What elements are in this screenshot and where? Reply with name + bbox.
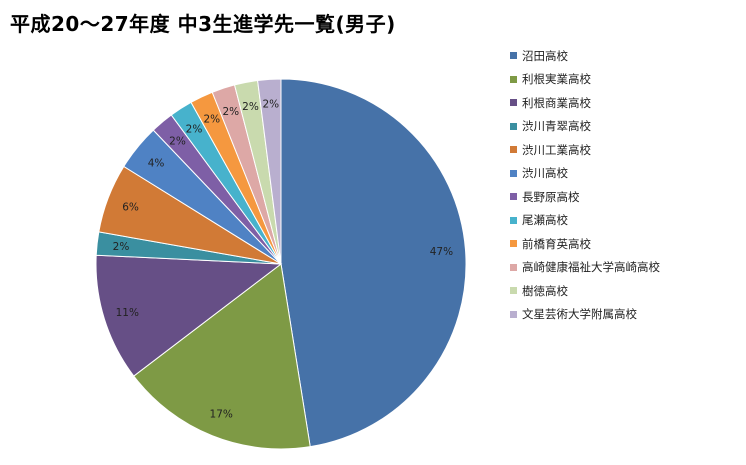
pie-slice-label-9: 2%	[222, 106, 239, 118]
legend-item-5: 渋川高校	[510, 162, 660, 186]
legend-label-4: 渋川工業高校	[522, 142, 591, 157]
pie-slice-label-5: 4%	[148, 158, 165, 170]
legend-swatch-2	[510, 99, 517, 107]
pie-slice-label-8: 2%	[203, 114, 220, 126]
legend-label-7: 尾瀬高校	[522, 213, 568, 228]
legend-swatch-9	[510, 263, 517, 271]
legend-item-11: 文星芸術大学附属高校	[510, 303, 660, 327]
pie-slice-1	[133, 263, 311, 450]
legend-swatch-8	[510, 240, 517, 248]
legend-item-7: 尾瀬高校	[510, 209, 660, 233]
legend-swatch-1	[510, 75, 517, 83]
legend-label-10: 樹徳高校	[522, 283, 568, 298]
legend-item-2: 利根商業高校	[510, 91, 660, 115]
legend-swatch-5	[510, 169, 517, 177]
legend-swatch-7	[510, 216, 517, 224]
legend-label-6: 長野原高校	[522, 189, 580, 204]
legend-item-10: 樹徳高校	[510, 279, 660, 303]
pie-slice-label-7: 2%	[186, 124, 203, 136]
pie-slice-0	[280, 78, 467, 448]
pie-slice-11	[257, 78, 282, 265]
legend-item-9: 高崎健康福祉大学高崎高校	[510, 256, 660, 280]
legend-item-4: 渋川工業高校	[510, 138, 660, 162]
legend-swatch-3	[510, 122, 517, 130]
legend-label-8: 前橋育英高校	[522, 236, 591, 251]
pie-slice-label-1: 17%	[210, 408, 233, 420]
legend-label-1: 利根実業高校	[522, 72, 591, 87]
legend-swatch-6	[510, 193, 517, 201]
pie-slice-label-0: 47%	[430, 246, 453, 258]
legend-label-0: 沼田高校	[522, 48, 568, 63]
chart-title: 平成20〜27年度 中3生進学先一覧(男子)	[10, 12, 396, 36]
legend-item-8: 前橋育英高校	[510, 232, 660, 256]
legend-item-1: 利根実業高校	[510, 68, 660, 92]
legend-label-2: 利根商業高校	[522, 95, 591, 110]
legend-item-6: 長野原高校	[510, 185, 660, 209]
legend-swatch-4	[510, 146, 517, 154]
chart-legend: 沼田高校利根実業高校 利根商業高校 渋川青翠高校 渋川工業高校 渋川高校長野原高校尾瀬高…	[510, 44, 660, 326]
legend-swatch-0	[510, 52, 517, 60]
pie-slice-label-10: 2%	[242, 101, 259, 113]
pie-slice-label-2: 11%	[116, 307, 139, 319]
legend-item-3: 渋川青翠高校	[510, 115, 660, 139]
legend-label-3: 渋川青翠高校	[522, 119, 591, 134]
pie-slice-label-4: 6%	[122, 202, 139, 214]
pie-slice-label-11: 2%	[262, 98, 279, 110]
legend-swatch-10	[510, 287, 517, 295]
pie-slice-2	[95, 254, 283, 377]
legend-label-11: 文星芸術大学附属高校	[522, 307, 637, 322]
legend-label-9: 高崎健康福祉大学高崎高校	[522, 260, 660, 275]
pie-slice-label-3: 2%	[113, 241, 130, 253]
legend-label-5: 渋川高校	[522, 166, 568, 181]
pie-slice-label-6: 2%	[169, 136, 186, 148]
legend-swatch-11	[510, 310, 517, 318]
legend-item-0: 沼田高校	[510, 44, 660, 68]
